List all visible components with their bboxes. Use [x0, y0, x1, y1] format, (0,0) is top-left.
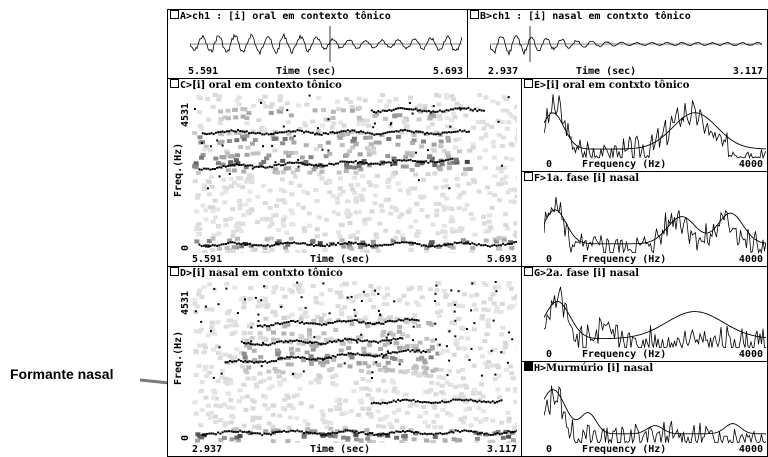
panel-title-text: Murmúrio [i] nasal [546, 363, 654, 374]
waveform-panel-oral[interactable]: A>ch1 : [i] oral em contexto tônico 5.59… [167, 9, 468, 79]
panel-select-checkbox[interactable] [170, 79, 179, 88]
panel-title: C>[i] oral em contexto tônico [170, 79, 342, 92]
panel-select-checkbox[interactable] [470, 10, 479, 19]
time-axis: 2.937 Time (sec) 3.117 [170, 444, 519, 456]
y-axis-title: Freq.(Hz) [173, 142, 184, 197]
spectrum-plot [544, 94, 766, 159]
panel-title-text: 2a. fase [i] nasal [546, 268, 640, 279]
axis-title: Frequency (Hz) [582, 159, 667, 170]
spectrogram-panel-nasal[interactable]: D>[i] nasal em contxto tônico 4531 Freq.… [167, 266, 522, 457]
axis-start-label: 5.591 [192, 254, 223, 265]
panel-title-text: 1a. fase [i] nasal [546, 173, 640, 184]
spectrum-panel-nasal-phase-2[interactable]: G>2a. fase [i] nasal 0 Frequency (Hz) 40… [521, 266, 768, 362]
panel-marker: C> [180, 80, 193, 91]
y-axis-title: Freq.(Hz) [173, 330, 184, 385]
y-axis-min-label: 0 [180, 434, 191, 441]
frequency-axis: 0 Frequency (Hz) 4000 [524, 159, 765, 171]
frequency-axis: 0 Frequency (Hz) 4000 [524, 444, 765, 456]
axis-start-label: 0 [546, 349, 553, 360]
spectrogram-panel-oral[interactable]: C>[i] oral em contexto tônico 4531 Freq.… [167, 78, 522, 267]
spectrum-panel-nasal-murmur[interactable]: H>Murmúrio [i] nasal 0 Frequency (Hz) 40… [521, 361, 768, 457]
time-axis: 5.591 Time (sec) 5.693 [170, 254, 519, 266]
axis-title: Time (sec) [276, 66, 337, 77]
panel-select-checkbox[interactable] [524, 267, 533, 276]
panel-marker: B> [480, 11, 493, 22]
y-axis-min-label: 0 [180, 244, 191, 251]
waveform-panel-nasal[interactable]: B>ch1 : [i] nasal em contxto tônico 2.93… [467, 9, 768, 79]
axis-end-label: 4000 [738, 444, 763, 455]
axis-start-label: 5.591 [188, 66, 219, 77]
spectrogram-plot [192, 93, 517, 253]
panel-title-text: ch1 : [i] oral em contexto tônico [192, 11, 391, 22]
time-axis: 5.591 Time (sec) 5.693 [170, 66, 465, 78]
axis-title: Frequency (Hz) [582, 444, 667, 455]
axis-end-label: 5.693 [432, 66, 463, 77]
axis-title: Frequency (Hz) [582, 254, 667, 265]
panel-marker: D> [180, 268, 193, 279]
panel-title-text: ch1 : [i] nasal em contxto tônico [492, 11, 691, 22]
axis-start-label: 2.937 [488, 66, 519, 77]
panel-select-checkbox[interactable] [524, 172, 533, 181]
axis-end-label: 3.117 [732, 66, 763, 77]
panel-marker: F> [534, 173, 547, 184]
frequency-axis: 0 Frequency (Hz) 4000 [524, 349, 765, 361]
axis-end-label: 4000 [738, 349, 763, 360]
panel-marker: A> [180, 11, 193, 22]
frequency-axis: 0 Frequency (Hz) 4000 [524, 254, 765, 266]
panel-marker: H> [534, 363, 547, 374]
panel-select-checkbox[interactable] [524, 79, 533, 88]
panel-title: F>1a. fase [i] nasal [524, 172, 639, 185]
axis-start-label: 0 [546, 159, 553, 170]
y-axis-max-label: 4531 [180, 102, 191, 127]
axis-end-label: 5.693 [486, 254, 517, 265]
panel-title-text: [i] nasal em contxto tônico [192, 268, 343, 279]
panel-title-text: [i] oral em contxto tônico [546, 80, 690, 91]
y-axis-max-label: 4531 [180, 290, 191, 315]
panel-title: A>ch1 : [i] oral em contexto tônico [170, 10, 391, 23]
panel-select-checkbox[interactable] [170, 10, 179, 19]
formante-nasal-label: Formante nasal [10, 366, 114, 382]
panel-select-checkbox[interactable] [170, 267, 179, 276]
waveform-plot [490, 26, 762, 62]
axis-start-label: 0 [546, 254, 553, 265]
panel-marker: E> [534, 80, 547, 91]
spectrum-panel-oral[interactable]: E>[i] oral em contxto tônico 0 Frequency… [521, 78, 768, 172]
panel-title-text: [i] oral em contexto tônico [192, 80, 342, 91]
spectrum-plot [544, 385, 766, 444]
axis-title: Frequency (Hz) [582, 349, 667, 360]
time-axis: 2.937 Time (sec) 3.117 [470, 66, 765, 78]
axis-end-label: 3.117 [486, 444, 517, 455]
spectrum-panel-nasal-phase-1[interactable]: F>1a. fase [i] nasal 0 Frequency (Hz) 40… [521, 171, 768, 267]
axis-end-label: 4000 [738, 159, 763, 170]
panel-title: H>Murmúrio [i] nasal [524, 362, 653, 375]
panel-title: B>ch1 : [i] nasal em contxto tônico [470, 10, 691, 23]
axis-start-label: 2.937 [192, 444, 223, 455]
spectrogram-plot [192, 281, 517, 443]
waveform-plot [190, 26, 462, 62]
axis-title: Time (sec) [310, 444, 371, 455]
axis-title: Time (sec) [310, 254, 371, 265]
axis-title: Time (sec) [576, 66, 637, 77]
panel-select-checkbox[interactable] [524, 362, 533, 371]
panel-marker: G> [534, 268, 547, 279]
panel-title: E>[i] oral em contxto tônico [524, 79, 689, 92]
spectrum-plot [544, 197, 766, 254]
panel-title: G>2a. fase [i] nasal [524, 267, 639, 280]
panel-title: D>[i] nasal em contxto tônico [170, 267, 343, 280]
axis-end-label: 4000 [738, 254, 763, 265]
spectrum-plot [544, 286, 766, 349]
axis-start-label: 0 [546, 444, 553, 455]
